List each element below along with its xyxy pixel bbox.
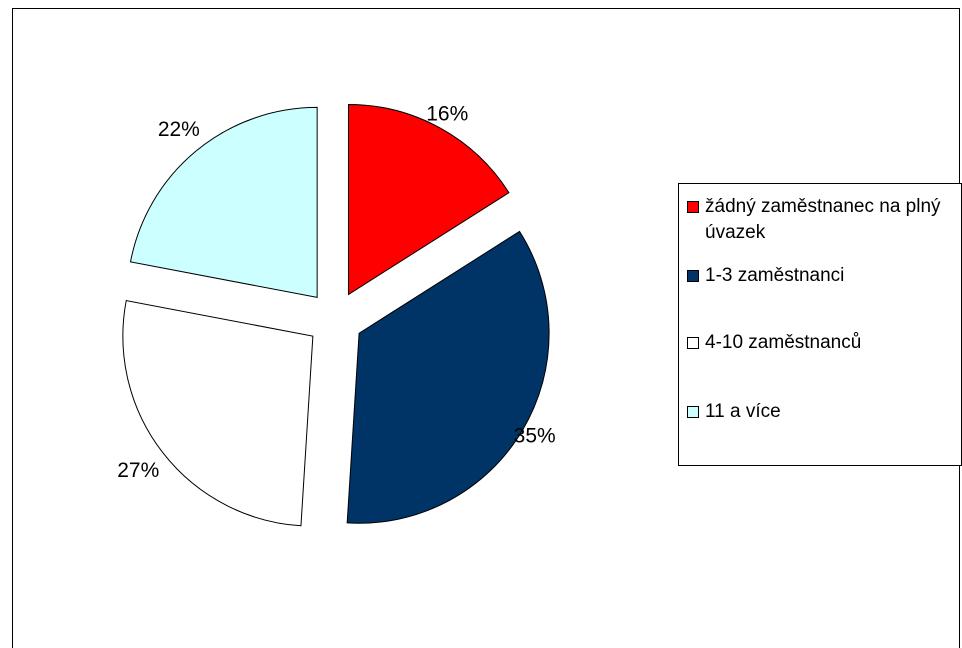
pie-label-3: 22% [158,118,200,141]
legend-swatch-2 [687,337,699,349]
legend-item-3: 11 a více [687,399,962,425]
legend-swatch-0 [687,201,699,213]
legend-label-3: 11 a více [705,401,781,422]
pie-chart: 16% 35% 27% 22% [117,102,556,527]
legend-item-1: 1-3 zaměstnanci [687,263,962,289]
pie-slice-3 [129,106,318,299]
pie-label-2: 27% [117,459,159,482]
legend-item-0: žádný zaměstnanec na plný úvazek [687,194,962,246]
legend: žádný zaměstnanec na plný úvazek 1-3 zam… [678,183,962,466]
pie-slice-0 [347,103,510,296]
legend-label-0: žádný zaměstnanec na plný úvazek [705,196,941,243]
pie-label-0: 16% [426,102,468,125]
pie-label-1: 35% [514,425,556,448]
legend-swatch-3 [687,406,699,418]
legend-label-1: 1-3 zaměstnanci [705,265,845,286]
legend-swatch-1 [687,270,699,282]
pie-slice-2 [122,299,314,527]
legend-item-2: 4-10 zaměstnanců [687,330,962,356]
pie-slice-1 [346,230,550,524]
legend-label-2: 4-10 zaměstnanců [705,332,862,353]
